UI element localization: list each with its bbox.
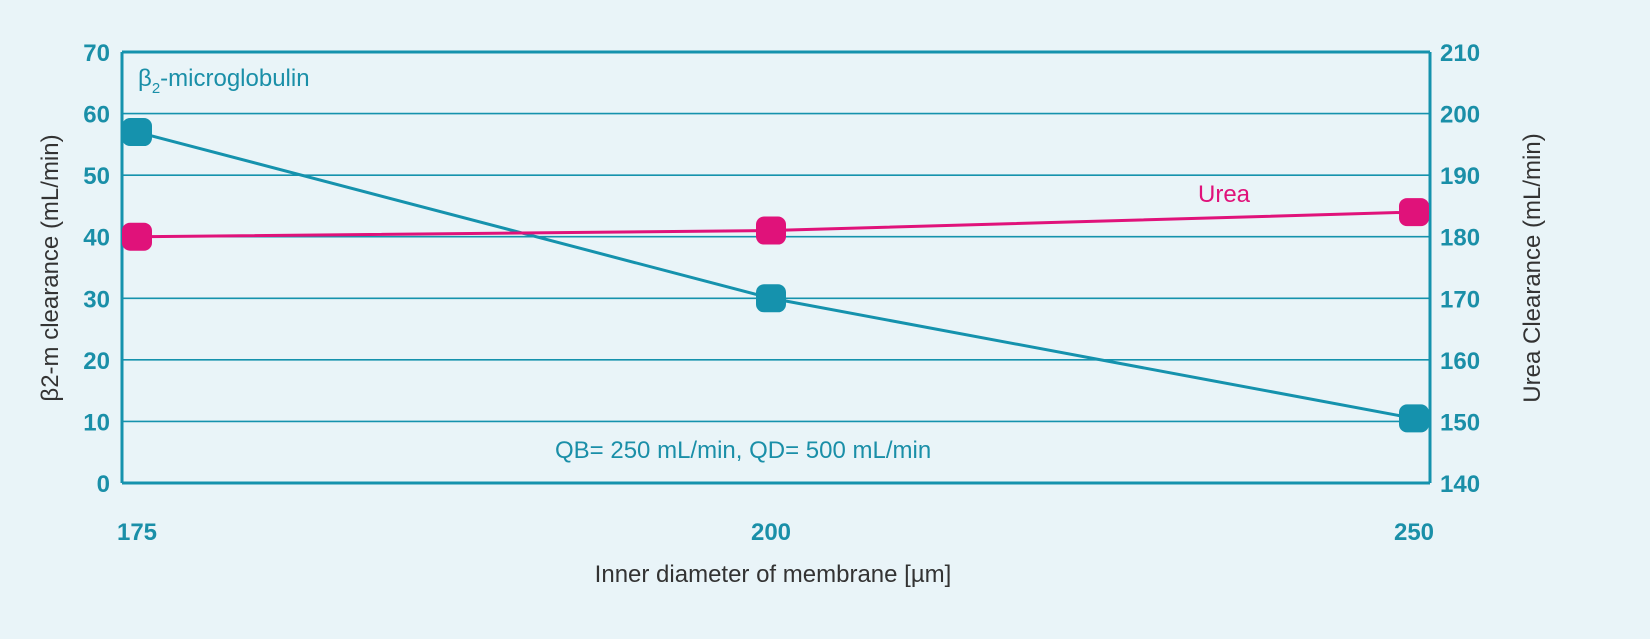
y-right-tick-label: 210 — [1440, 40, 1480, 67]
data-point-urea — [1399, 198, 1429, 227]
y-right-tick-label: 170 — [1440, 286, 1480, 313]
data-point-urea — [122, 222, 152, 251]
series-marks — [122, 118, 1429, 433]
y-left-tick-label: 60 — [83, 102, 110, 129]
y-right-tick-label: 200 — [1440, 102, 1480, 129]
y-left-tick-label: 30 — [83, 286, 110, 313]
x-tick-label: 200 — [751, 519, 791, 546]
y-left-tick-label: 10 — [83, 409, 110, 436]
y-left-tick-label: 20 — [83, 348, 110, 375]
conditions-annotation: QB= 250 mL/min, QD= 500 mL/min — [555, 437, 931, 464]
y-axis-right-label: Urea Clearance (mL/min) — [1519, 133, 1546, 402]
y-right-tick-label: 180 — [1440, 225, 1480, 252]
y-left-tick-label: 40 — [83, 225, 110, 252]
y-right-tick-label: 150 — [1440, 409, 1480, 436]
tick-labels: 0 140 10 150 20 160 30 170 40 180 50 190 60 200 70 210 1… — [83, 40, 1480, 546]
x-tick-label: 250 — [1394, 519, 1434, 546]
y-right-tick-label: 140 — [1440, 471, 1480, 498]
y-right-tick-label: 190 — [1440, 163, 1480, 190]
data-point-b2m — [756, 284, 786, 313]
y-axis-left-label: β2-m clearance (mL/min) — [37, 134, 64, 401]
y-left-tick-label: 0 — [97, 471, 110, 498]
y-left-tick-label: 70 — [83, 40, 110, 67]
x-tick-label: 175 — [117, 519, 157, 546]
gridlines — [122, 50, 1430, 485]
y-right-tick-label: 160 — [1440, 348, 1480, 375]
data-point-b2m — [1399, 404, 1429, 433]
y-left-tick-label: 50 — [83, 163, 110, 190]
axes — [120, 52, 1432, 483]
series-label-b2: β2-microglobulin — [138, 65, 310, 97]
x-axis-label: Inner diameter of membrane [µm] — [595, 561, 952, 588]
series-label-urea: Urea — [1198, 181, 1251, 208]
data-point-b2m — [122, 118, 152, 147]
data-point-urea — [756, 216, 786, 245]
